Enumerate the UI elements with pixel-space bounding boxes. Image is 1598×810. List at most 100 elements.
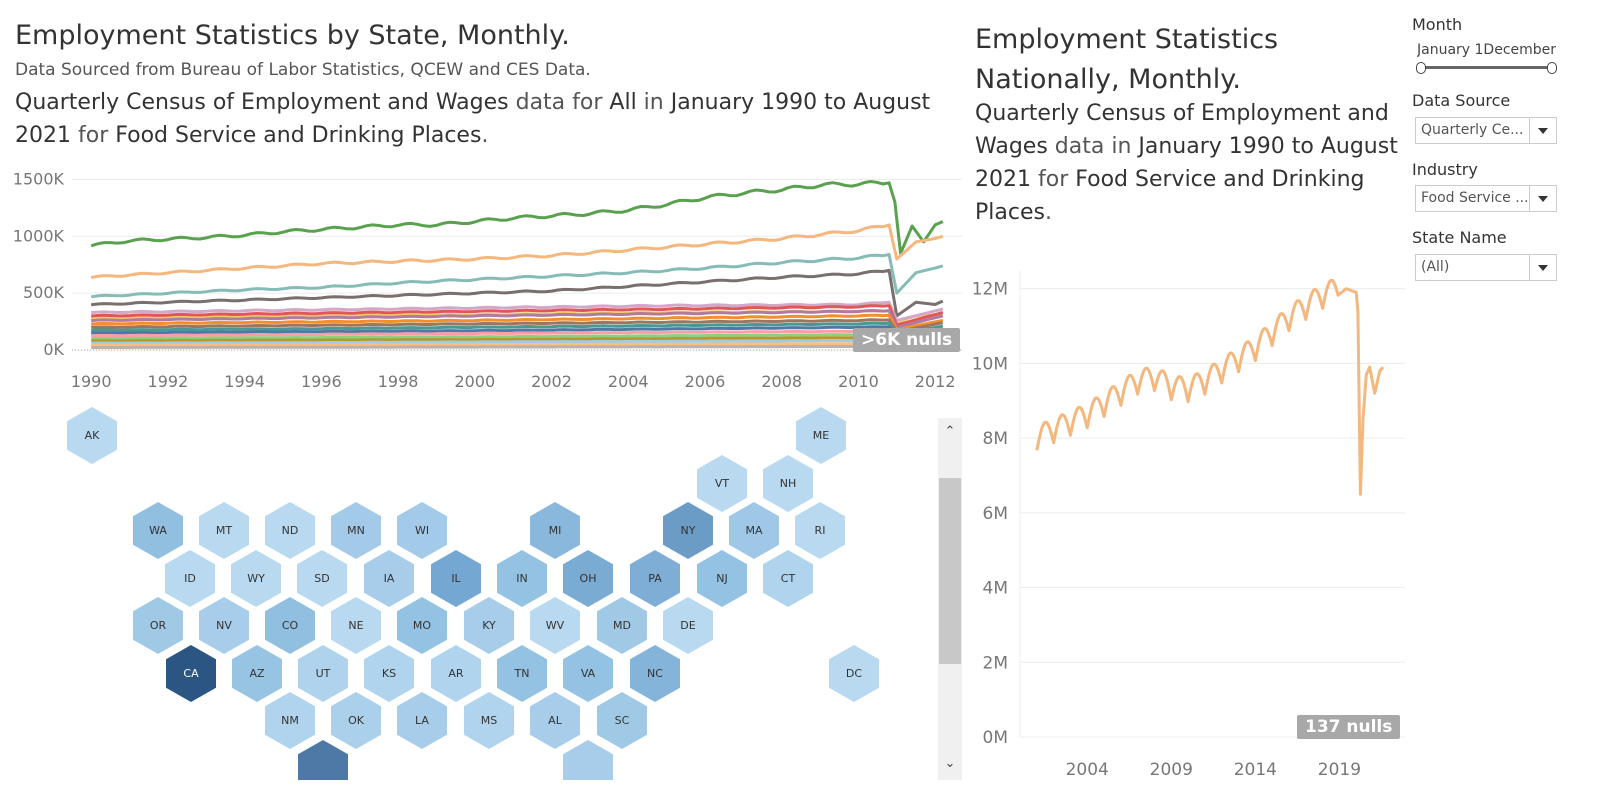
- hex-state-il[interactable]: IL: [431, 550, 481, 607]
- hex-state-nd[interactable]: ND: [265, 502, 315, 559]
- hex-state-label: NY: [680, 524, 696, 537]
- industry-dropdown[interactable]: Food Service ...: [1415, 185, 1557, 212]
- hex-state-mo[interactable]: MO: [397, 597, 447, 654]
- state-name-dropdown[interactable]: (All): [1415, 254, 1557, 281]
- state-series-line[interactable]: [91, 344, 943, 350]
- desc-text: in: [636, 90, 671, 115]
- hex-state-ca[interactable]: CA: [166, 645, 216, 702]
- hex-state-mn[interactable]: MN: [331, 502, 381, 559]
- hex-state-ne[interactable]: NE: [331, 597, 381, 654]
- hex-state-label: NC: [647, 667, 663, 680]
- state-series-line[interactable]: [91, 336, 943, 345]
- hex-state-label: MA: [745, 524, 763, 537]
- hex-state-oh[interactable]: OH: [563, 550, 613, 607]
- state-series-line[interactable]: [91, 318, 944, 334]
- state-line-chart[interactable]: 0K 500K 1000K 1500K 1990 1992 1994 1996 1998 2000…: [0, 160, 965, 400]
- hex-state-la[interactable]: LA: [397, 692, 447, 749]
- chevron-down-icon[interactable]: [1529, 118, 1556, 143]
- scroll-down-icon[interactable]: ⌄: [944, 756, 956, 771]
- month-slider-track[interactable]: [1419, 66, 1554, 69]
- state-name-label: State Name: [1412, 228, 1507, 247]
- national-series-line[interactable]: [1035, 278, 1385, 496]
- hex-state-al[interactable]: AL: [530, 692, 580, 749]
- hex-state-ri[interactable]: RI: [795, 502, 845, 559]
- hex-state-md[interactable]: MD: [597, 597, 647, 654]
- state-series-line[interactable]: [91, 321, 944, 336]
- hex-state-label: IA: [383, 572, 395, 585]
- hex-state-ma[interactable]: MA: [729, 502, 779, 559]
- hex-state-ok[interactable]: OK: [331, 692, 381, 749]
- hex-state-ar[interactable]: AR: [431, 645, 481, 702]
- hex-state-ct[interactable]: CT: [763, 550, 813, 607]
- hex-state-vt[interactable]: VT: [697, 455, 747, 512]
- national-line-chart[interactable]: 0M 2M 4M 6M 8M 10M 12M 2004 2009 2014 2019: [960, 262, 1410, 792]
- national-chart-null-badge[interactable]: 137 nulls: [1297, 715, 1401, 739]
- state-chart-null-badge[interactable]: >6K nulls: [853, 328, 961, 352]
- hex-state-dc[interactable]: DC: [829, 645, 879, 702]
- state-series-line[interactable]: [91, 309, 944, 329]
- hex-state-me[interactable]: ME: [796, 407, 846, 464]
- hex-state-ak[interactable]: AK: [67, 407, 117, 464]
- state-series-line[interactable]: [90, 223, 944, 279]
- state-series-line[interactable]: [91, 338, 943, 346]
- hex-state-tn[interactable]: TN: [497, 645, 547, 702]
- hex-state-mt[interactable]: MT: [199, 502, 249, 559]
- hex-state-label: AL: [548, 714, 562, 727]
- state-series-line[interactable]: [91, 342, 943, 348]
- scroll-up-icon[interactable]: ⌃: [944, 424, 956, 439]
- hex-state-wa[interactable]: WA: [133, 502, 183, 559]
- hex-state-az[interactable]: AZ: [232, 645, 282, 702]
- month-slider-end-handle[interactable]: [1547, 62, 1557, 74]
- state-series-line[interactable]: [91, 332, 943, 343]
- hex-state-va[interactable]: VA: [563, 645, 613, 702]
- hex-state-pa[interactable]: PA: [630, 550, 680, 607]
- industry-value: Food Service ...: [1421, 190, 1529, 206]
- scrollbar-thumb[interactable]: [939, 478, 961, 664]
- hex-state-nc[interactable]: NC: [630, 645, 680, 702]
- hex-state-de[interactable]: DE: [663, 597, 713, 654]
- hex-state-label: DC: [845, 667, 863, 680]
- hex-state-wv[interactable]: WV: [530, 597, 580, 654]
- state-series-line[interactable]: [91, 329, 944, 341]
- state-series-line[interactable]: [91, 304, 944, 327]
- state-series-line[interactable]: [91, 300, 944, 322]
- hex-state-ny[interactable]: NY: [663, 502, 713, 559]
- hex-state-nm[interactable]: NM: [265, 692, 315, 749]
- hex-state-label: AZ: [249, 667, 265, 680]
- desc-industry: Food Service and Drinking Places: [115, 123, 482, 148]
- hex-state-sd[interactable]: SD: [297, 550, 347, 607]
- state-series-line[interactable]: [90, 180, 944, 255]
- hex-state-id[interactable]: ID: [165, 550, 215, 607]
- hex-state-wi[interactable]: WI: [397, 502, 447, 559]
- hex-state-mi[interactable]: MI: [530, 502, 580, 559]
- hex-state-label: AR: [448, 667, 464, 680]
- hex-state-ks[interactable]: KS: [364, 645, 414, 702]
- hex-state-nj[interactable]: NJ: [697, 550, 747, 607]
- national-chart-title: Employment Statistics Nationally, Monthl…: [975, 24, 1279, 95]
- state-series-line[interactable]: [91, 313, 944, 331]
- hex-state-ms[interactable]: MS: [464, 692, 514, 749]
- hex-state-ky[interactable]: KY: [464, 597, 514, 654]
- hex-state-wy[interactable]: WY: [231, 550, 281, 607]
- hex-state-ia[interactable]: IA: [364, 550, 414, 607]
- hex-state-label: OH: [579, 572, 597, 585]
- y-tick-label: 10M: [972, 354, 1008, 374]
- hex-state-sc[interactable]: SC: [597, 692, 647, 749]
- hex-state-ut[interactable]: UT: [298, 645, 348, 702]
- month-slider-start-handle[interactable]: [1416, 62, 1426, 74]
- state-series-line[interactable]: [91, 268, 944, 318]
- desc-text: for: [71, 123, 116, 148]
- state-series-line[interactable]: [90, 253, 944, 299]
- hex-state-nv[interactable]: NV: [199, 597, 249, 654]
- data-source-dropdown[interactable]: Quarterly Ce...: [1415, 117, 1557, 144]
- hex-state-in[interactable]: IN: [497, 550, 547, 607]
- hex-state-nh[interactable]: NH: [763, 455, 813, 512]
- chevron-down-icon[interactable]: [1529, 186, 1556, 211]
- state-series-line[interactable]: [91, 325, 944, 338]
- hex-state-co[interactable]: CO: [265, 597, 315, 654]
- hex-map-scrollbar[interactable]: ⌃ ⌄: [938, 418, 962, 780]
- chevron-down-icon[interactable]: [1529, 255, 1556, 280]
- data-source-value: Quarterly Ce...: [1421, 122, 1524, 138]
- hex-state-label: OK: [348, 714, 364, 727]
- hex-state-or[interactable]: OR: [133, 597, 183, 654]
